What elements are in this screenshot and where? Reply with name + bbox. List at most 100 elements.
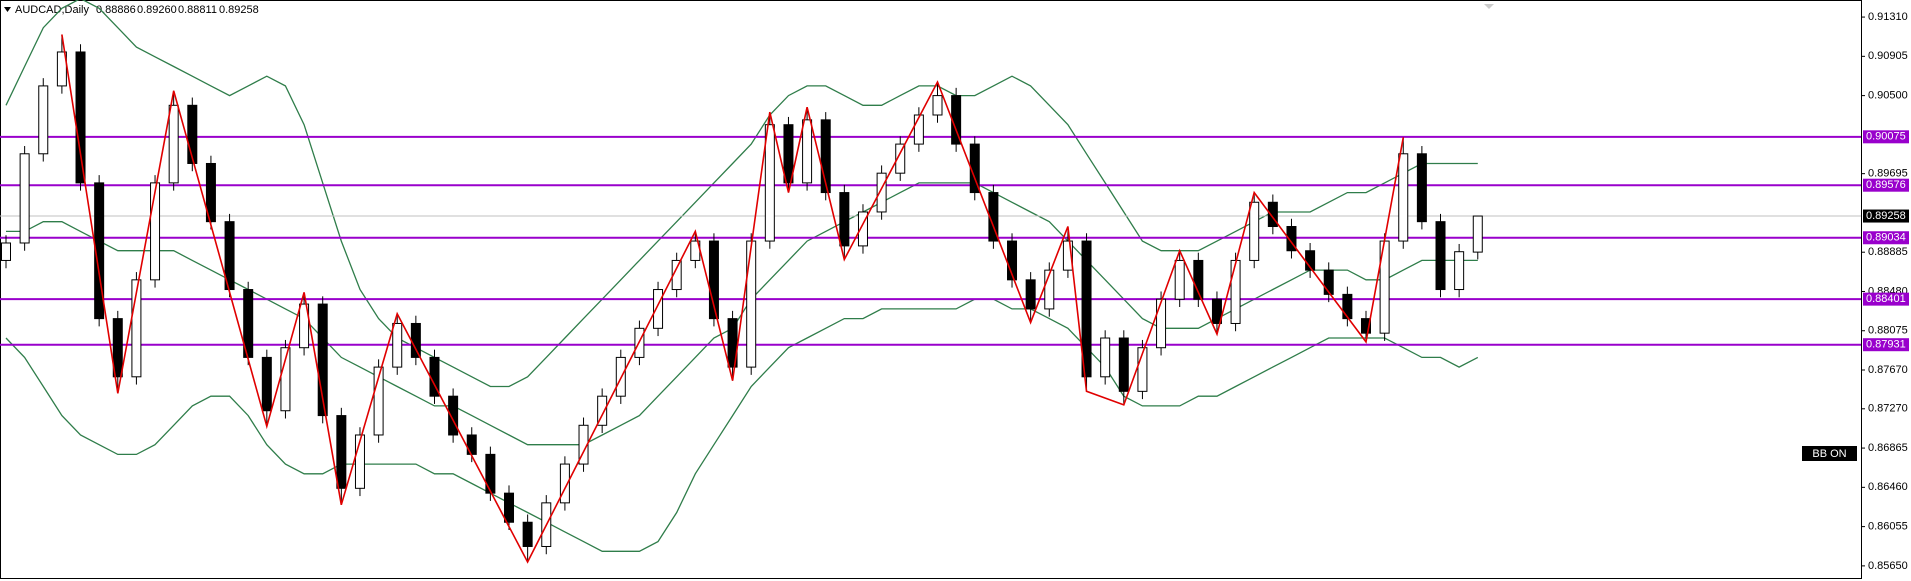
y-tick-label: 0.85650 <box>1868 560 1908 572</box>
y-tick-label: 0.91310 <box>1868 11 1908 23</box>
candle-body <box>354 434 365 489</box>
y-tick-label: 0.87670 <box>1868 364 1908 376</box>
candle-body <box>746 240 757 368</box>
candle-body <box>1081 240 1092 378</box>
candle-body <box>448 395 459 436</box>
level-label-box <box>1863 292 1909 306</box>
candle-body <box>1360 318 1371 334</box>
candle-body <box>1044 269 1055 310</box>
candle-body <box>876 172 887 213</box>
menu-arrow[interactable] <box>4 7 11 12</box>
candle-body <box>485 453 496 494</box>
shift-marker <box>1484 4 1494 9</box>
plot-frame <box>0 0 1862 579</box>
candle-body <box>522 521 533 547</box>
candle-body <box>410 322 421 358</box>
candle-body <box>783 124 794 184</box>
candle-body <box>1156 298 1167 349</box>
y-tick-label: 0.87270 <box>1868 403 1908 415</box>
candle-body <box>392 322 403 368</box>
candle-body <box>1342 293 1353 320</box>
candle-body <box>597 395 608 426</box>
indicator-box[interactable] <box>1802 446 1857 461</box>
candle-body <box>895 143 906 174</box>
candle-body <box>839 192 850 247</box>
indicator-label[interactable]: BB ON <box>1812 448 1846 460</box>
level-label: 0.90075 <box>1866 131 1906 143</box>
candle-body <box>578 424 589 465</box>
level-label-box <box>1863 231 1909 245</box>
candle-body <box>373 366 384 436</box>
zigzag <box>61 34 1405 564</box>
bollinger-band <box>5 0 1478 388</box>
candle-body <box>1062 240 1073 271</box>
candle-body <box>1118 337 1129 392</box>
candle-body <box>19 153 30 244</box>
y-tick-label: 0.89695 <box>1868 168 1908 180</box>
y-tick-label: 0.86865 <box>1868 442 1908 454</box>
candle-body <box>913 114 924 145</box>
level-label-box <box>1863 178 1909 192</box>
level-label: 0.89576 <box>1866 179 1906 191</box>
level-label-box <box>1863 130 1909 144</box>
candle-body <box>1249 201 1260 261</box>
candle-body <box>1472 215 1483 253</box>
candle-body <box>857 211 868 247</box>
candle-body <box>1267 201 1278 228</box>
candle-body <box>131 279 142 378</box>
candle-body <box>932 95 943 116</box>
ohlc-open: 0.88886 <box>96 4 136 16</box>
candle-body <box>504 492 515 523</box>
y-tick-label: 0.88885 <box>1868 246 1908 258</box>
y-tick-label: 0.90905 <box>1868 50 1908 62</box>
candle-body <box>1137 347 1148 392</box>
candle-body <box>56 51 67 87</box>
candle-body <box>280 347 291 412</box>
candle-body <box>1007 240 1018 281</box>
candle-body <box>1435 221 1446 291</box>
candle-body <box>1211 298 1222 324</box>
candle-body <box>1 242 11 261</box>
ohlc-high: 0.89260 <box>137 4 177 16</box>
y-tick-label: 0.86055 <box>1868 521 1908 533</box>
candle-body <box>112 318 123 378</box>
candle-body <box>1286 226 1297 252</box>
candle-body <box>671 259 682 291</box>
candle-body <box>1193 259 1204 300</box>
y-tick-label: 0.90500 <box>1868 90 1908 102</box>
candle-body <box>1025 279 1036 310</box>
candle-body <box>708 240 719 320</box>
candle-body <box>299 303 310 349</box>
current-price-box <box>1863 209 1909 223</box>
candle-body <box>317 303 328 417</box>
candle-body <box>764 124 775 242</box>
candle-body <box>1398 153 1409 242</box>
candle-body <box>559 463 570 504</box>
candle-body <box>802 119 813 184</box>
y-tick-label: 0.88075 <box>1868 325 1908 337</box>
level-label-box <box>1863 338 1909 352</box>
y-tick-label: 0.86460 <box>1868 481 1908 493</box>
ohlc-close: 0.89258 <box>219 4 259 16</box>
candle-body <box>1323 269 1334 295</box>
candle-body <box>336 415 347 489</box>
bollinger-band <box>5 298 1479 552</box>
candle-body <box>1230 259 1241 324</box>
candle-body <box>94 182 105 320</box>
level-label: 0.89034 <box>1866 232 1906 244</box>
level-label: 0.87931 <box>1866 339 1906 351</box>
current-price-label: 0.89258 <box>1866 210 1906 222</box>
candle-body <box>466 434 477 455</box>
candle-body <box>75 51 86 184</box>
candle-body <box>1174 259 1185 300</box>
candle-body <box>261 356 272 412</box>
symbol-label: AUDCAD,Daily <box>15 4 89 16</box>
candle-body <box>38 85 49 155</box>
candle-body <box>1454 251 1465 291</box>
candle-body <box>1416 153 1427 223</box>
candle-body <box>1100 337 1111 378</box>
level-label: 0.88401 <box>1866 293 1906 305</box>
candle-body <box>205 162 216 223</box>
